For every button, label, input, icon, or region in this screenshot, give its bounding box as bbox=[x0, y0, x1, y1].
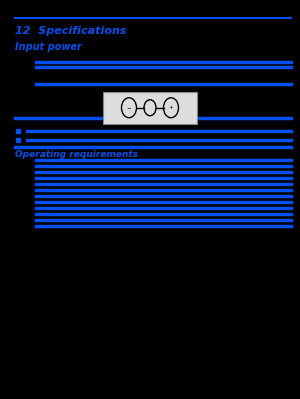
Text: Operating requirements: Operating requirements bbox=[15, 150, 138, 159]
Text: −: − bbox=[127, 105, 131, 110]
Text: +: + bbox=[169, 105, 173, 110]
Text: Input power: Input power bbox=[15, 42, 82, 52]
Text: 12  Specifications: 12 Specifications bbox=[15, 26, 127, 36]
FancyBboxPatch shape bbox=[103, 92, 196, 124]
